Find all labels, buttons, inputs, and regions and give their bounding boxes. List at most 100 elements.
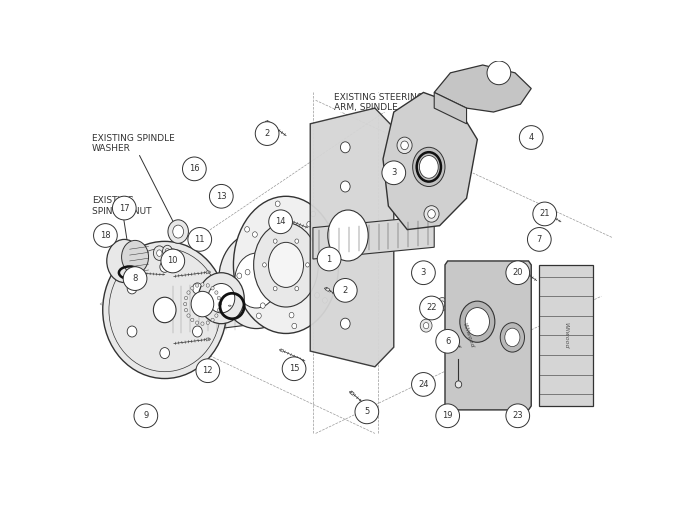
Ellipse shape	[328, 210, 368, 261]
Circle shape	[196, 359, 220, 383]
Text: 3: 3	[391, 168, 396, 177]
Circle shape	[269, 210, 293, 234]
Ellipse shape	[412, 147, 445, 186]
Ellipse shape	[275, 201, 280, 207]
Polygon shape	[280, 215, 284, 219]
Ellipse shape	[193, 326, 202, 337]
Ellipse shape	[397, 137, 412, 154]
Circle shape	[94, 223, 118, 247]
Circle shape	[134, 404, 158, 428]
Ellipse shape	[195, 321, 199, 324]
Text: 16: 16	[189, 164, 199, 174]
Polygon shape	[164, 275, 243, 335]
Ellipse shape	[455, 381, 462, 388]
Polygon shape	[129, 271, 132, 274]
Ellipse shape	[307, 221, 312, 227]
Ellipse shape	[233, 196, 339, 333]
Text: 20: 20	[512, 268, 523, 277]
Ellipse shape	[107, 239, 142, 282]
Polygon shape	[206, 338, 209, 341]
Ellipse shape	[401, 141, 408, 150]
Ellipse shape	[415, 271, 421, 278]
Text: 15: 15	[289, 364, 300, 373]
Ellipse shape	[262, 263, 266, 267]
Text: EXISTING SPINDLE
WASHER: EXISTING SPINDLE WASHER	[92, 133, 177, 229]
Text: 12: 12	[202, 366, 213, 375]
Ellipse shape	[424, 323, 429, 329]
Polygon shape	[325, 287, 330, 292]
Ellipse shape	[273, 239, 277, 243]
Polygon shape	[517, 266, 521, 270]
Ellipse shape	[466, 307, 489, 336]
Circle shape	[333, 278, 357, 302]
Text: 2: 2	[265, 129, 270, 138]
Circle shape	[506, 261, 530, 285]
Ellipse shape	[211, 287, 214, 290]
Polygon shape	[350, 391, 354, 395]
Circle shape	[533, 202, 557, 226]
Ellipse shape	[237, 273, 242, 278]
Ellipse shape	[160, 261, 169, 272]
Ellipse shape	[295, 227, 300, 232]
Circle shape	[161, 249, 185, 273]
Text: 14: 14	[275, 217, 286, 227]
Text: 22: 22	[426, 303, 437, 313]
Text: Wilwood: Wilwood	[564, 322, 569, 349]
Ellipse shape	[289, 313, 294, 318]
Ellipse shape	[190, 287, 194, 290]
Ellipse shape	[253, 223, 318, 307]
Ellipse shape	[420, 319, 432, 332]
Ellipse shape	[412, 268, 424, 281]
Ellipse shape	[127, 326, 137, 337]
Ellipse shape	[217, 296, 220, 300]
Circle shape	[317, 247, 341, 271]
Circle shape	[412, 261, 435, 285]
Ellipse shape	[153, 246, 165, 261]
Text: 18: 18	[100, 231, 111, 240]
Text: 13: 13	[216, 192, 227, 201]
Circle shape	[487, 61, 511, 84]
Ellipse shape	[165, 248, 169, 254]
Ellipse shape	[440, 301, 445, 307]
Ellipse shape	[190, 318, 194, 322]
Ellipse shape	[187, 291, 190, 294]
Ellipse shape	[295, 239, 299, 243]
Ellipse shape	[419, 156, 438, 178]
Polygon shape	[310, 108, 394, 367]
Ellipse shape	[245, 227, 249, 232]
Polygon shape	[280, 349, 284, 352]
Circle shape	[436, 329, 459, 353]
Text: 5: 5	[364, 407, 370, 416]
Ellipse shape	[206, 284, 209, 287]
Ellipse shape	[208, 284, 234, 313]
Ellipse shape	[253, 232, 258, 237]
Circle shape	[528, 228, 551, 251]
Circle shape	[412, 373, 435, 397]
Text: 10: 10	[167, 257, 178, 266]
Polygon shape	[539, 207, 542, 211]
Circle shape	[506, 404, 530, 428]
Ellipse shape	[184, 308, 188, 312]
Ellipse shape	[269, 242, 304, 288]
Circle shape	[436, 404, 459, 428]
Text: 7: 7	[537, 235, 542, 244]
Ellipse shape	[330, 251, 335, 257]
Ellipse shape	[424, 206, 439, 222]
Ellipse shape	[311, 211, 316, 217]
Ellipse shape	[168, 220, 188, 243]
Ellipse shape	[500, 323, 524, 352]
Ellipse shape	[505, 328, 520, 347]
Ellipse shape	[184, 296, 188, 300]
Ellipse shape	[206, 321, 209, 324]
Ellipse shape	[313, 258, 318, 263]
Text: EXISTING STEERING
ARM, SPINDLE: EXISTING STEERING ARM, SPINDLE	[335, 93, 453, 112]
Ellipse shape	[295, 287, 299, 291]
Polygon shape	[313, 216, 434, 259]
Ellipse shape	[208, 271, 211, 273]
Ellipse shape	[245, 269, 250, 275]
Ellipse shape	[228, 305, 231, 306]
Polygon shape	[439, 337, 442, 341]
Ellipse shape	[428, 210, 435, 218]
Ellipse shape	[127, 283, 137, 294]
Ellipse shape	[160, 348, 169, 358]
